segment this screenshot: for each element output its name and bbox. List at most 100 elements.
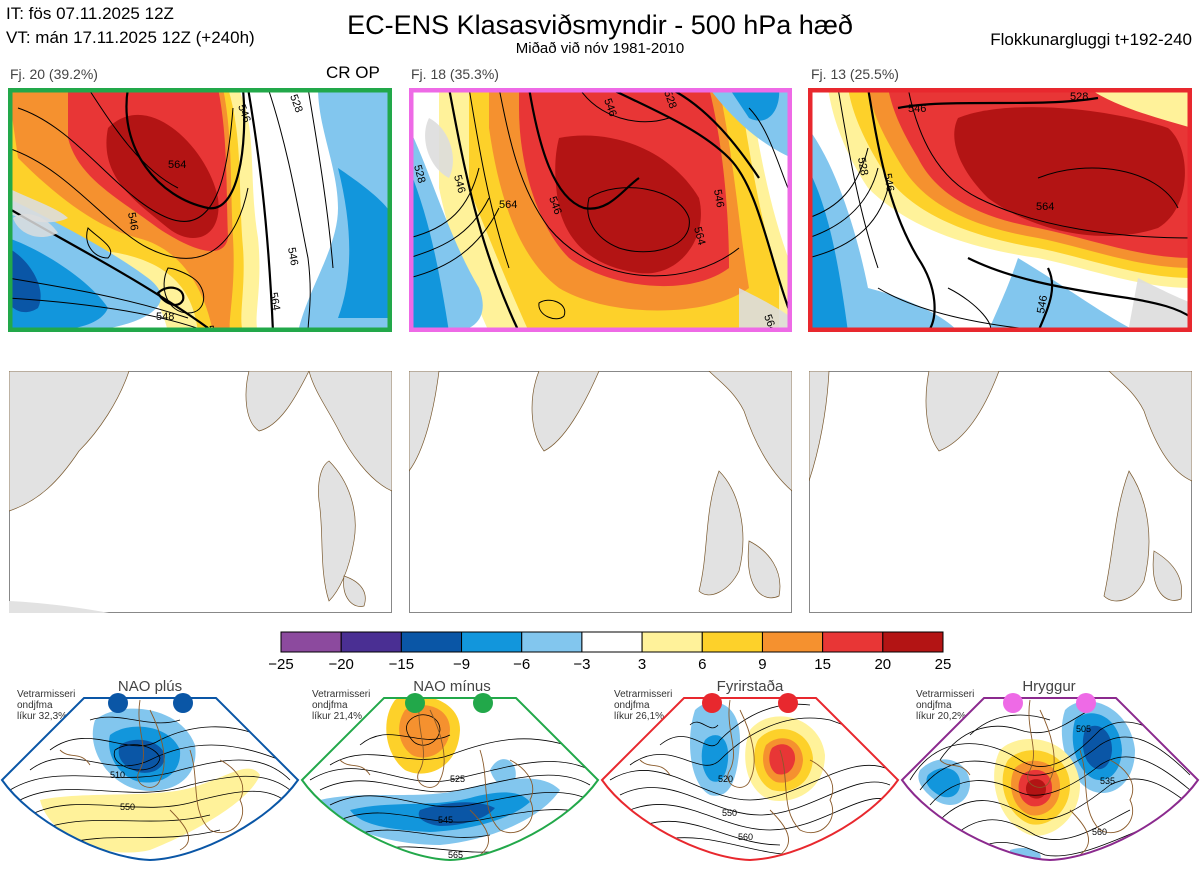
regime-note-line: Vetrarmisseri [312,689,371,700]
colorbar-bin [581,631,643,653]
regime-note-line: líkur 26,1% [614,711,665,722]
colorbar-bin [882,631,944,653]
regime-note-2: Vetrarmisseri ondjfma líkur 21,4% [312,689,370,722]
regime-dot [702,693,722,713]
contour-label: 546 [601,97,619,118]
cluster-border [808,88,1192,332]
colorbar-bin [461,631,523,653]
colorbar-bin [400,631,463,653]
empty-map-3 [809,371,1192,613]
regime-note-line: ondjfma [916,700,952,711]
contour-label: 525 [450,774,465,784]
colorbar-tick-label: −3 [573,656,591,673]
contour-label: 564 [168,159,186,171]
contour-label: 548 [156,311,174,323]
regime-title-3: Fyrirstaða [716,678,784,695]
regime-map-1: 510 550 [0,690,300,871]
colorbar-bin [340,631,402,653]
colorbar [280,631,944,653]
colorbar-tick-label: 3 [637,656,647,673]
colorbar-bin [701,631,763,653]
colorbar-bin [280,631,342,653]
contour-label: 550 [722,808,737,818]
init-time: IT: fös 07.11.2025 12Z [6,4,174,23]
contour-label: 546 [451,174,467,195]
contour-label: 528 [855,156,870,176]
colorbar-tick-label: −20 [328,656,354,673]
contour-label: 520 [718,774,733,784]
contour-label: 528 [661,89,679,110]
regime-dot [473,693,493,713]
regime-map-3: 520 550 560 [600,690,900,871]
regime-title-1: NAO plús [117,678,183,695]
classification-window: Flokkunargluggi t+192-240 [990,30,1192,49]
contour-label: 528 [287,93,305,114]
regime-note-line: Vetrarmisseri [17,689,76,700]
contour-label: 546 [881,172,896,192]
colorbar-tick-label: 20 [874,656,892,673]
regime-note-line: ondjfma [614,700,650,711]
regime-note-line: Vetrarmisseri [614,689,673,700]
regime-title-4: Hryggur [1022,678,1076,695]
empty-map-2 [409,371,792,613]
colorbar-bin [822,631,884,653]
contour-label: 528 [1070,91,1088,103]
page-title: EC-ENS Klasasviðsmyndir - 500 hPa hæð [347,10,853,40]
regime-note-line: líkur 32,3% [17,711,68,722]
colorbar-tick-label: 9 [758,656,767,673]
contour-label: 546 [908,103,926,115]
contour-label: 565 [448,850,463,860]
colorbar-bin [641,631,703,653]
cluster-border [8,88,392,332]
cluster-label-3: Fj. 13 (25.5%) [811,66,899,82]
colorbar-bin [761,631,824,653]
contour-label: 535 [1100,776,1115,786]
contour-label: 546 [546,195,564,216]
colorbar-tick-label: 25 [934,656,952,673]
cluster-border [409,88,792,332]
contour-label: 546 [235,103,253,124]
contour-label: 546 [125,211,140,231]
page-subtitle: Miðað við nóv 1981-2010 [515,40,685,57]
regime-map-4: 505 535 560 [900,690,1200,871]
valid-time: VT: mán 17.11.2025 12Z (+240h) [6,28,255,47]
cluster-flag-1: CR OP [326,63,380,82]
colorbar-tick-label: −9 [452,656,471,673]
colorbar-tick-label: −25 [268,656,294,673]
regime-note-line: líkur 21,4% [312,711,363,722]
regime-dot [405,693,425,713]
contour-label: 528 [411,164,427,185]
contour-label: 564 [691,226,707,247]
contour-label: 510 [110,770,125,780]
contour-label: 505 [1076,724,1091,734]
regime-note-line: líkur 20,2% [916,711,967,722]
regime-note-1: Vetrarmisseri ondjfma líkur 32,3% [17,689,75,722]
contour-label: 546 [711,188,726,208]
regime-note-line: Vetrarmisseri [916,689,975,700]
cluster-map-2: 546 528 528 546 564 546 564 564 546 [409,88,792,332]
regime-dot [108,693,128,713]
contour-label: 560 [738,832,753,842]
contour-label: 545 [438,815,453,825]
empty-map-1 [9,371,392,613]
contour-label: 564 [1036,201,1054,213]
regime-dot [173,693,193,713]
cluster-label-2: Fj. 18 (35.3%) [411,66,499,82]
cluster-map-1: 546 528 564 546 546 548 564 54 [8,88,392,332]
regime-note-4: Vetrarmisseri ondjfma líkur 20,2% [916,689,974,722]
cluster-map-3: 546 528 528 546 564 546 [808,88,1192,332]
regime-title-2: NAO mínus [413,678,491,695]
regime-note-3: Vetrarmisseri ondjfma líkur 26,1% [614,689,672,722]
regime-dot [1003,693,1023,713]
colorbar-tick-label: −15 [388,656,415,673]
regime-dot [1076,693,1096,713]
regime-dot [778,693,798,713]
regime-note-line: ondjfma [312,700,348,711]
contour-label: 564 [267,291,282,311]
regime-note-line: ondjfma [17,700,53,711]
colorbar-bin [521,631,583,653]
contour-label: 550 [120,802,135,812]
colorbar-tick-label: 15 [814,656,831,673]
colorbar-tick-label: −6 [513,656,531,673]
cluster-label-1: Fj. 20 (39.2%) [10,66,98,82]
